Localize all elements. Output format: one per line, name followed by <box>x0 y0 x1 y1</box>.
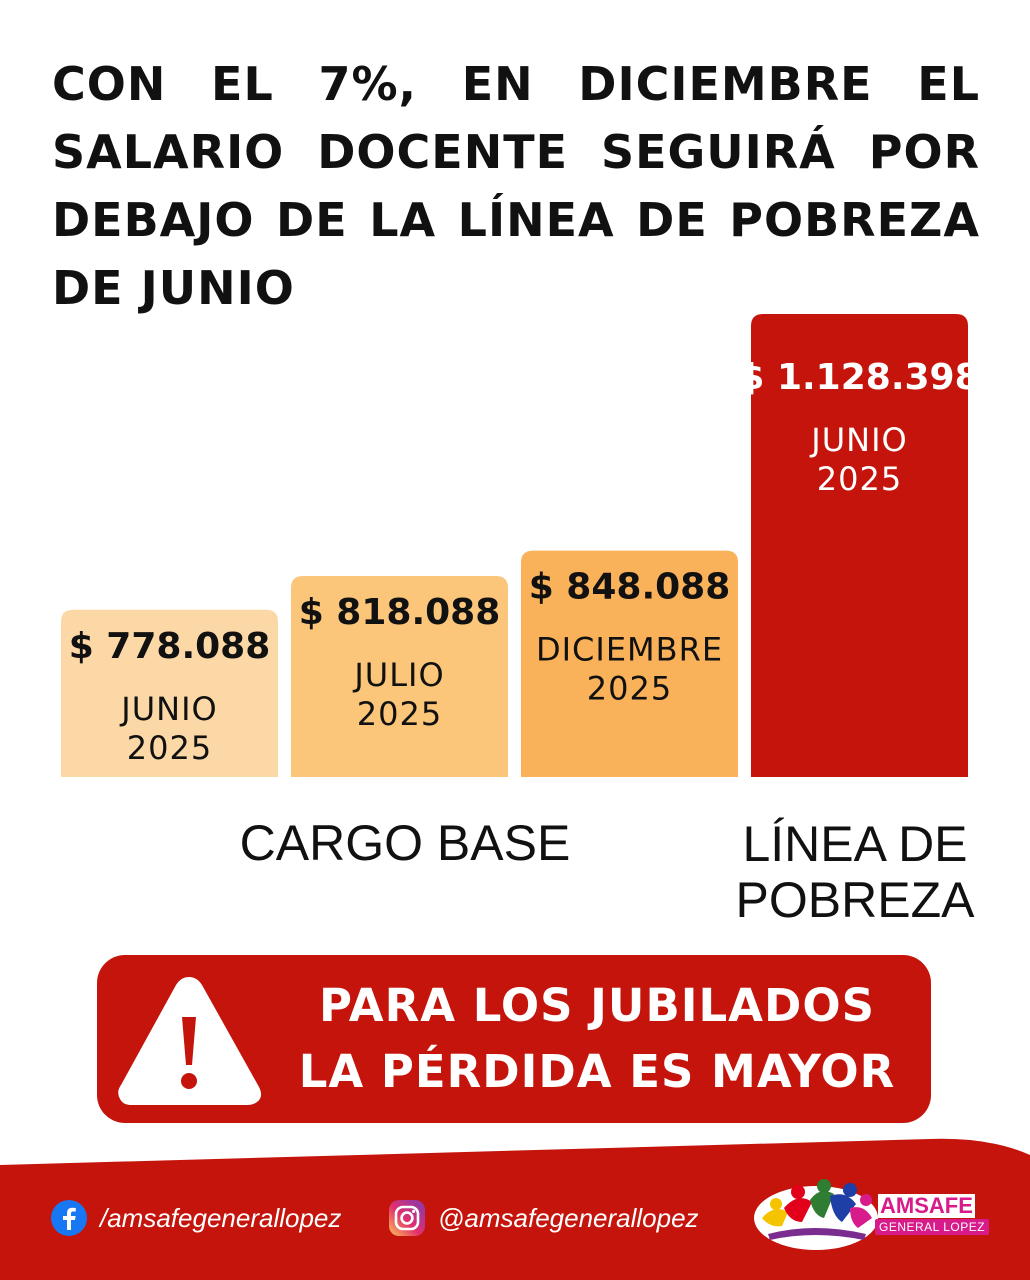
instagram-handle: @amsafegenerallopez <box>438 1202 699 1233</box>
page-title: CON EL 7%, EN DICIEMBRE EL SALARIO DOCEN… <box>52 57 980 315</box>
instagram-icon <box>389 1200 425 1236</box>
bar-3-category-label-1: DICIEMBRE <box>536 631 723 669</box>
banner-text: PARA LOS JUBILADOS LA PÉRDIDA ES MAYOR <box>282 973 912 1105</box>
amsafe-logo-icon <box>754 1179 878 1250</box>
group-label-linea-de-pobreza: LÍNEA DE POBREZA <box>720 816 990 928</box>
bar-3 <box>521 550 738 777</box>
instagram-link[interactable]: @amsafegenerallopez <box>388 1200 699 1236</box>
group-label-cargo-base: CARGO BASE <box>205 815 605 871</box>
facebook-handle: /amsafegenerallopez <box>100 1202 342 1233</box>
bar-2 <box>291 575 508 777</box>
warning-triangle-icon <box>118 977 262 1105</box>
bar-4-category-label-2: 2025 <box>817 460 902 498</box>
facebook-icon <box>51 1200 87 1236</box>
bar-2-value-label: $ 818.088 <box>299 592 501 633</box>
bar-4 <box>751 314 968 777</box>
bar-4-value-label: $ 1.128.398 <box>739 357 979 398</box>
logo-subtitle: GENERAL LOPEZ <box>875 1219 990 1235</box>
banner-line-1: PARA LOS JUBILADOS <box>318 979 876 1032</box>
bar-1 <box>61 609 278 777</box>
group-label-linea-line-1: LÍNEA DE <box>742 816 968 872</box>
banner-line-2: LA PÉRDIDA ES MAYOR <box>298 1045 896 1098</box>
bar-3-category-label-2: 2025 <box>587 670 672 708</box>
bar-4-category-label-1: JUNIO <box>809 421 907 459</box>
bar-1-category-label-2: 2025 <box>127 729 212 767</box>
group-label-linea-line-2: POBREZA <box>735 872 975 928</box>
jubilados-warning-banner: PARA LOS JUBILADOS LA PÉRDIDA ES MAYOR <box>97 955 931 1123</box>
bar-2-category-label-1: JULIO <box>352 656 444 694</box>
group-label-cargo-base-line-1: CARGO BASE <box>239 815 571 871</box>
facebook-link[interactable]: /amsafegenerallopez <box>50 1200 341 1236</box>
bar-1-category-label-1: JUNIO <box>119 690 217 728</box>
footer-band <box>0 1138 1030 1280</box>
logo-name: AMSAFE <box>878 1193 975 1218</box>
bar-1-value-label: $ 778.088 <box>69 626 271 667</box>
bar-2-category-label-2: 2025 <box>357 695 442 733</box>
bar-3-value-label: $ 848.088 <box>529 567 731 608</box>
